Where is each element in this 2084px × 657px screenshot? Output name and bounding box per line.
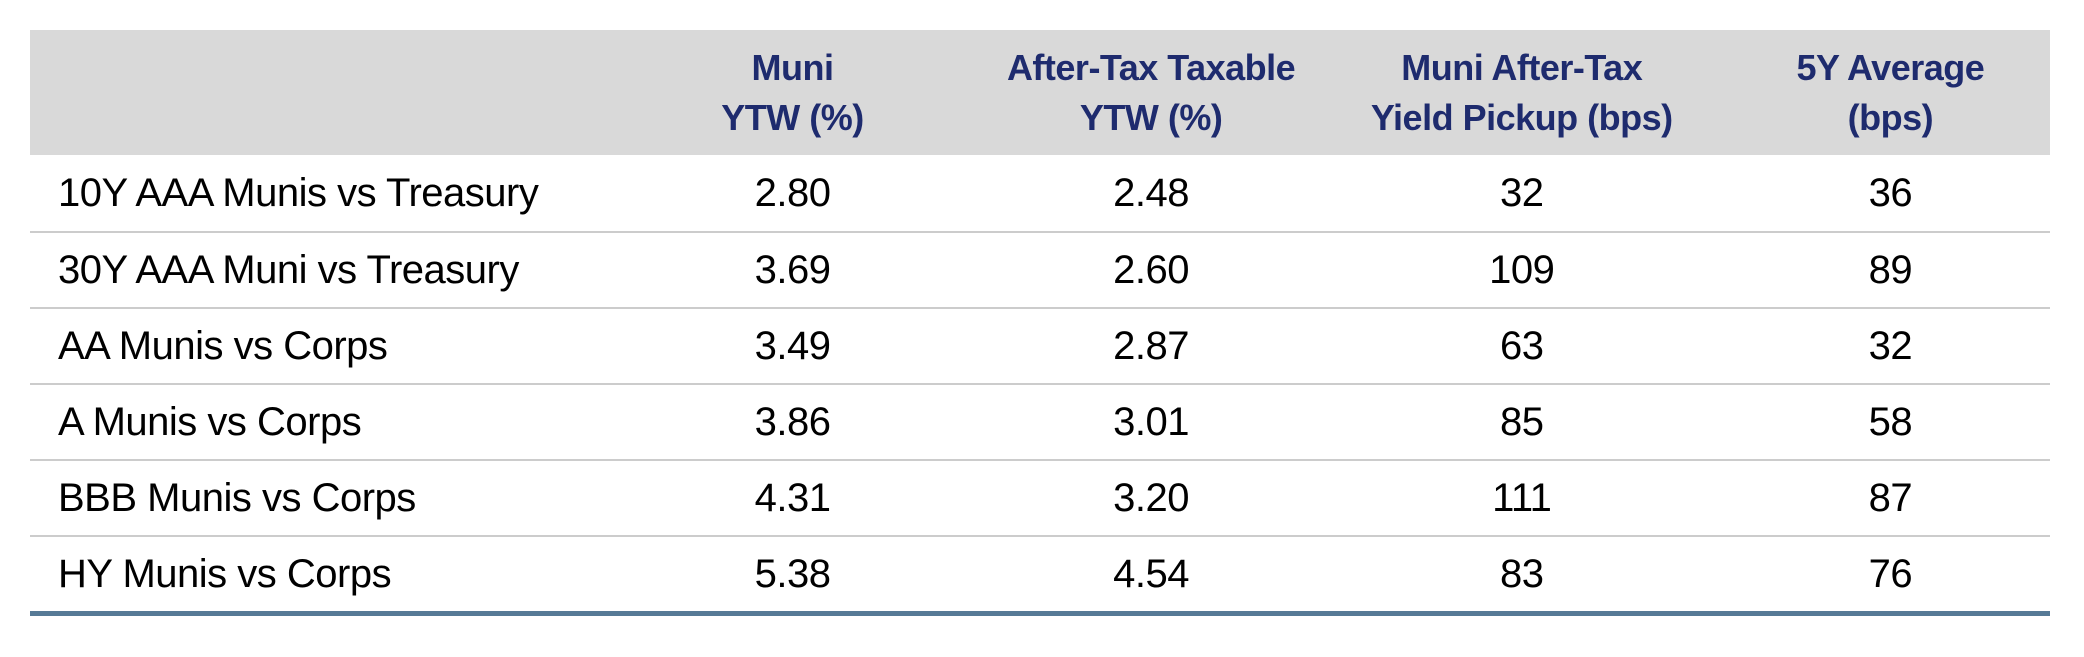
row-label: 10Y AAA Munis vs Treasury [58,170,539,215]
cell-muni-ytw: 3.69 [754,247,831,292]
cell-muni-ytw: 5.38 [754,551,831,596]
cell-5y-avg-bps: 58 [1868,399,1913,444]
cell-5y-avg-bps: 87 [1868,475,1913,520]
row-label: A Munis vs Corps [58,399,362,444]
row-label: AA Munis vs Corps [58,323,388,368]
cell-muni-ytw: 4.31 [754,475,831,520]
cell-pickup-bps: 85 [1499,399,1544,444]
header-line: (bps) [1847,96,1934,138]
table-row: HY Munis vs Corps 5.38 4.54 83 76 [30,535,2050,611]
cell-after-tax-ytw: 3.20 [1113,475,1189,520]
header-cell-empty [30,30,596,155]
yield-comparison-table: Muni YTW (%) After-Tax Taxable YTW (%) M… [30,30,2050,616]
cell-pickup-bps: 63 [1499,323,1544,368]
cell-after-tax-ytw: 3.01 [1113,399,1189,444]
row-label: HY Munis vs Corps [58,551,392,596]
cell-pickup-bps: 111 [1492,475,1552,520]
cell-pickup-bps: 83 [1499,551,1544,596]
cell-pickup-bps: 32 [1499,170,1544,215]
cell-5y-avg-bps: 89 [1868,247,1913,292]
header-cell-muni-after-tax-yield-pickup: Muni After-Tax Yield Pickup (bps) [1313,30,1731,155]
table-row: A Munis vs Corps 3.86 3.01 85 58 [30,383,2050,459]
header-cell-muni-ytw: Muni YTW (%) [596,30,990,155]
header-line: Muni After-Tax [1401,46,1643,88]
header-cell-after-tax-taxable-ytw: After-Tax Taxable YTW (%) [989,30,1312,155]
header-line: YTW (%) [721,96,864,138]
header-line: 5Y Average [1796,46,1985,88]
table-row: BBB Munis vs Corps 4.31 3.20 111 87 [30,459,2050,535]
header-line: Yield Pickup (bps) [1370,96,1673,138]
cell-after-tax-ytw: 2.87 [1113,323,1189,368]
cell-muni-ytw: 3.86 [754,399,831,444]
row-label: BBB Munis vs Corps [58,475,416,520]
cell-5y-avg-bps: 36 [1868,170,1913,215]
cell-5y-avg-bps: 76 [1868,551,1913,596]
cell-after-tax-ytw: 4.54 [1113,551,1189,596]
table-row: 30Y AAA Muni vs Treasury 3.69 2.60 109 8… [30,231,2050,307]
header-cell-5y-average: 5Y Average (bps) [1731,30,2050,155]
cell-after-tax-ytw: 2.60 [1113,247,1189,292]
cell-after-tax-ytw: 2.48 [1113,170,1189,215]
header-line: YTW (%) [1079,96,1223,138]
header-line: After-Tax Taxable [1006,46,1296,88]
row-label: 30Y AAA Muni vs Treasury [58,247,519,292]
cell-5y-avg-bps: 32 [1868,323,1913,368]
table-row: 10Y AAA Munis vs Treasury 2.80 2.48 32 3… [30,155,2050,231]
table-bottom-rule [30,611,2050,616]
cell-pickup-bps: 109 [1489,247,1555,292]
table-row: AA Munis vs Corps 3.49 2.87 63 32 [30,307,2050,383]
header-line: Muni [751,46,834,88]
cell-muni-ytw: 2.80 [754,170,831,215]
table-header-row: Muni YTW (%) After-Tax Taxable YTW (%) M… [30,30,2050,155]
cell-muni-ytw: 3.49 [754,323,831,368]
